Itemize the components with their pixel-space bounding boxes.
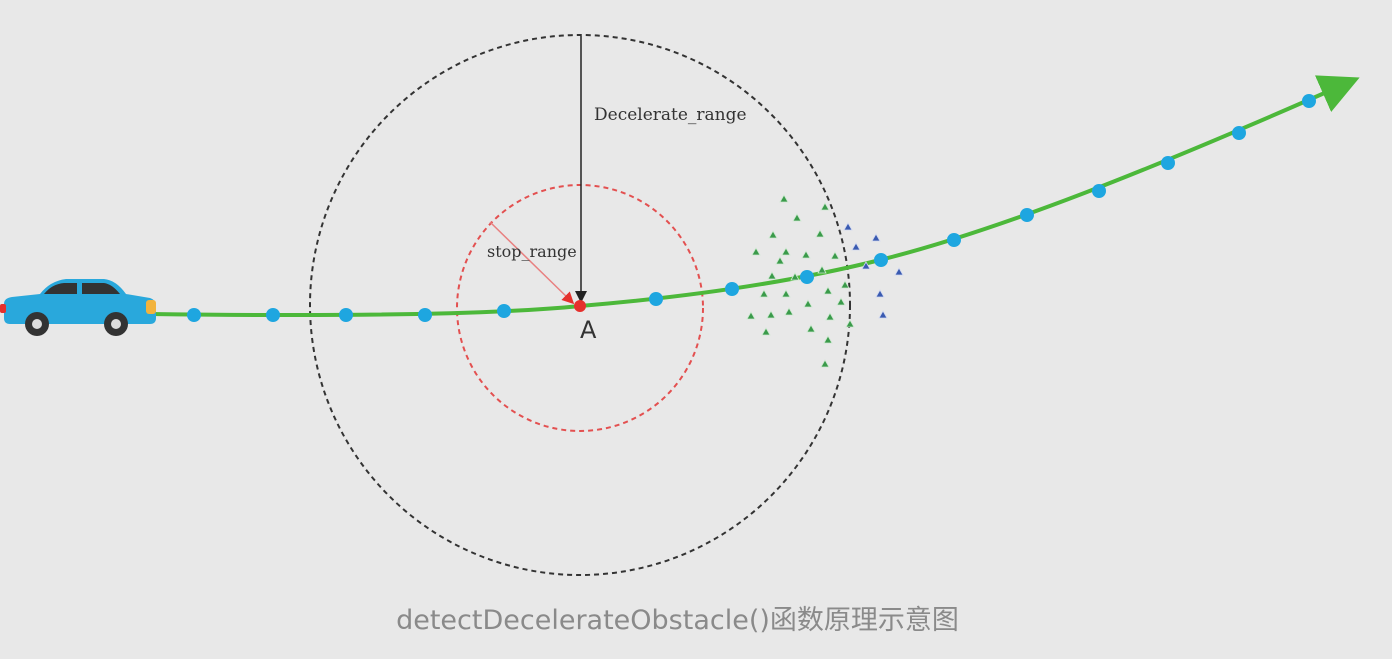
path-point [1020, 208, 1034, 222]
path-point [1092, 184, 1106, 198]
obstacle-cluster-outer [843, 222, 904, 319]
path-point [725, 282, 739, 296]
triangle-obstacle-icon [801, 250, 811, 259]
path-point [1232, 126, 1246, 140]
triangle-obstacle-icon [781, 289, 791, 298]
path-point [339, 308, 353, 322]
triangle-obstacle-icon [784, 307, 794, 316]
triangle-obstacle-icon [820, 359, 830, 368]
path-point [1161, 156, 1175, 170]
path-point [187, 308, 201, 322]
triangle-obstacle-icon [894, 267, 904, 276]
path-point [874, 253, 888, 267]
triangle-obstacle-icon [878, 310, 888, 319]
triangle-obstacle-icon [851, 242, 861, 251]
car-icon [0, 279, 156, 336]
triangle-obstacle-icon [845, 319, 855, 328]
path-point [649, 292, 663, 306]
stop-range-label: stop_range [487, 242, 577, 261]
point-a-marker [574, 300, 586, 312]
triangle-obstacle-icon [861, 261, 871, 270]
triangle-obstacle-icon [768, 230, 778, 239]
triangle-obstacle-icon [830, 251, 840, 260]
path-points [187, 94, 1316, 322]
triangle-obstacle-icon [803, 299, 813, 308]
path-point [800, 270, 814, 284]
triangle-obstacle-icon [746, 311, 756, 320]
path-point [1302, 94, 1316, 108]
obstacle-cluster [746, 194, 855, 368]
triangle-obstacle-icon [823, 335, 833, 344]
triangle-obstacle-icon [761, 327, 771, 336]
path-point [266, 308, 280, 322]
path-point [947, 233, 961, 247]
point-a-label: A [580, 316, 597, 344]
triangle-obstacle-icon [759, 289, 769, 298]
triangle-obstacle-icon [781, 247, 791, 256]
trajectory-path [149, 75, 1360, 318]
path-point [497, 304, 511, 318]
triangle-obstacle-icon [766, 310, 776, 319]
triangle-obstacle-icon [823, 286, 833, 295]
stop-range-circle [456, 184, 704, 432]
triangle-obstacle-icon [806, 324, 816, 333]
triangle-obstacle-icon [751, 247, 761, 256]
stop-range-arrow [489, 221, 575, 305]
triangle-obstacle-icon [871, 233, 881, 242]
triangle-obstacle-icon [836, 297, 846, 306]
triangle-obstacle-icon [875, 289, 885, 298]
diagram-caption: detectDecelerateObstacle()函数原理示意图 [396, 605, 959, 636]
triangle-obstacle-icon [825, 312, 835, 321]
triangle-obstacle-icon [817, 265, 827, 274]
triangle-obstacle-icon [843, 222, 853, 231]
triangle-obstacle-icon [815, 229, 825, 238]
triangle-obstacle-icon [767, 271, 777, 280]
triangle-obstacle-icon [779, 194, 789, 203]
triangle-obstacle-icon [820, 202, 830, 211]
path-point [418, 308, 432, 322]
decelerate-range-label: Decelerate_range [594, 105, 747, 125]
triangle-obstacle-icon [840, 280, 850, 289]
triangle-obstacle-icon [775, 256, 785, 265]
decelerate-range-circle [309, 34, 851, 576]
triangle-obstacle-icon [792, 213, 802, 222]
triangle-obstacle-icon [790, 272, 800, 281]
